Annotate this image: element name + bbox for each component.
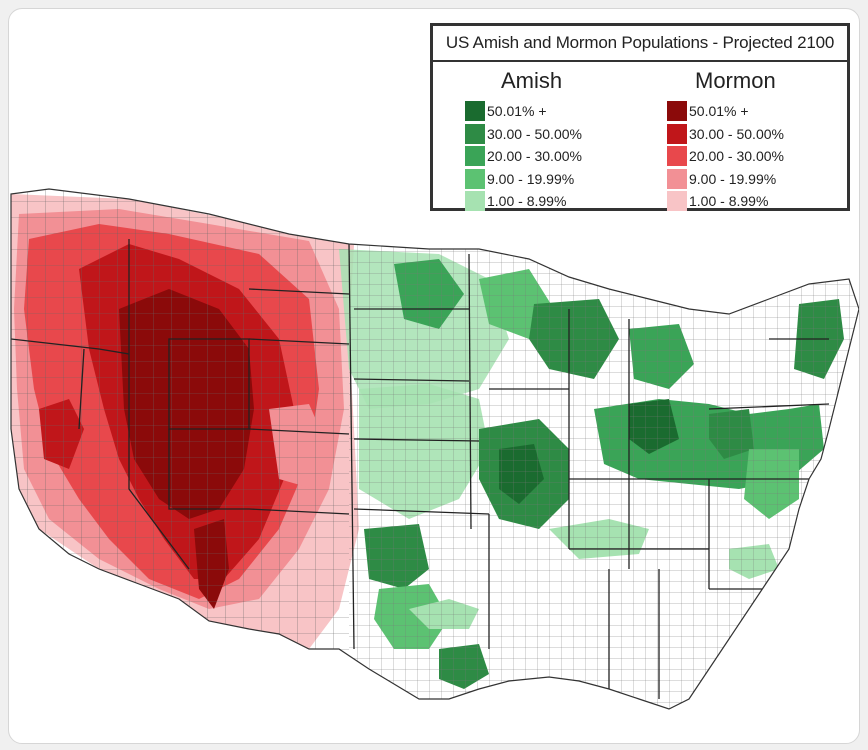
legend-label: 1.00 - 8.99% bbox=[487, 193, 567, 210]
legend-swatch bbox=[465, 146, 485, 167]
legend-item: 1.00 - 8.99% bbox=[667, 190, 784, 213]
legend-item: 30.00 - 50.00% bbox=[667, 123, 784, 146]
legend-label: 9.00 - 19.99% bbox=[487, 170, 575, 187]
legend-swatch bbox=[667, 123, 687, 144]
legend-label: 20.00 - 30.00% bbox=[689, 148, 784, 165]
legend-swatch bbox=[465, 191, 485, 212]
legend-item: 50.01% + bbox=[667, 100, 784, 123]
state-borders bbox=[11, 239, 830, 699]
legend-item: 20.00 - 30.00% bbox=[465, 145, 582, 168]
legend-label: 30.00 - 50.00% bbox=[689, 125, 784, 142]
legend-swatch bbox=[465, 168, 485, 189]
legend-swatch bbox=[667, 101, 687, 122]
mormon-legend-heading: Mormon bbox=[695, 68, 776, 93]
legend-label: 9.00 - 19.99% bbox=[689, 170, 777, 187]
amish-legend-list: 50.01% + 30.00 - 50.00% 20.00 - 30.00% 9… bbox=[465, 100, 582, 213]
legend-label: 50.01% + bbox=[487, 103, 547, 120]
legend-item: 30.00 - 50.00% bbox=[465, 123, 582, 146]
legend-label: 20.00 - 30.00% bbox=[487, 148, 582, 165]
legend-swatch bbox=[465, 101, 485, 122]
legend-swatch bbox=[465, 123, 485, 144]
legend-label: 30.00 - 50.00% bbox=[487, 125, 582, 142]
us-county-map bbox=[10, 188, 859, 710]
legend-swatch bbox=[667, 146, 687, 167]
legend-swatch bbox=[667, 168, 687, 189]
legend-item: 9.00 - 19.99% bbox=[465, 168, 582, 191]
county-layer bbox=[11, 189, 859, 709]
legend-swatch bbox=[667, 191, 687, 212]
legend-item: 50.01% + bbox=[465, 100, 582, 123]
legend-item: 20.00 - 30.00% bbox=[667, 145, 784, 168]
map-title: US Amish and Mormon Populations - Projec… bbox=[433, 26, 847, 62]
post-image-card[interactable]: US Amish and Mormon Populations - Projec… bbox=[8, 8, 860, 744]
legend-item: 9.00 - 19.99% bbox=[667, 168, 784, 191]
mormon-legend-list: 50.01% + 30.00 - 50.00% 20.00 - 30.00% 9… bbox=[667, 100, 784, 213]
legend-label: 1.00 - 8.99% bbox=[689, 193, 769, 210]
legend-label: 50.01% + bbox=[689, 103, 749, 120]
legend-item: 1.00 - 8.99% bbox=[465, 190, 582, 213]
amish-legend-heading: Amish bbox=[501, 68, 563, 93]
map-legend: US Amish and Mormon Populations - Projec… bbox=[430, 23, 850, 213]
